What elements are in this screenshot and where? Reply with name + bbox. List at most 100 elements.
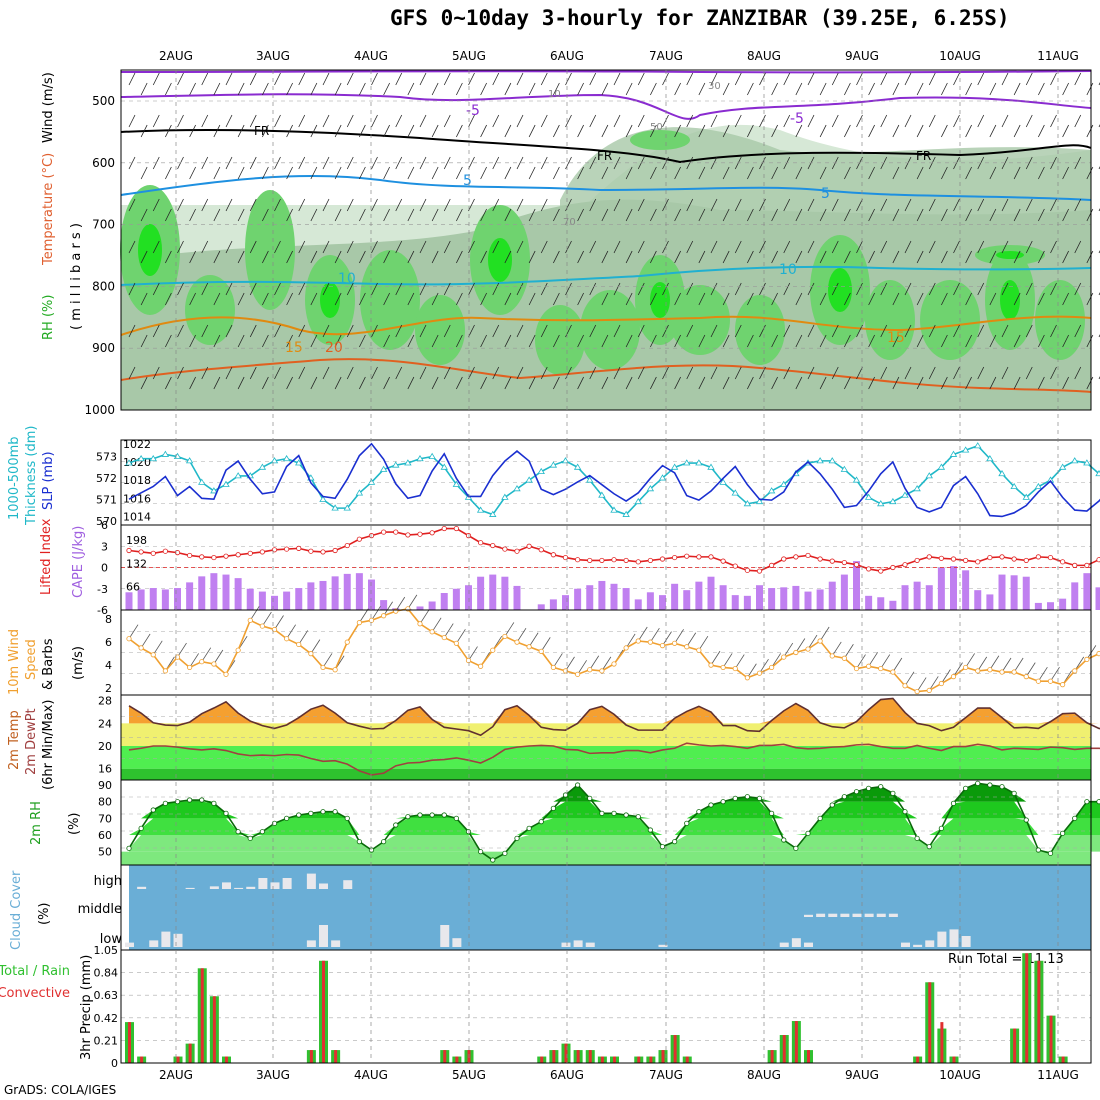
wind-barb bbox=[371, 156, 378, 170]
temp-label-fr: FR bbox=[597, 149, 612, 163]
thickness-series-point bbox=[379, 465, 388, 472]
rh-series-point bbox=[1047, 850, 1054, 856]
wind-barb bbox=[577, 208, 584, 222]
wind-barb bbox=[152, 282, 160, 296]
wind-barb bbox=[989, 250, 997, 264]
precip-convective-legend: Convective bbox=[0, 986, 70, 1001]
li-series-point bbox=[866, 566, 872, 572]
thickness-series-point bbox=[440, 463, 448, 470]
li-series-point bbox=[308, 548, 314, 554]
wind-speed-series-point bbox=[744, 675, 750, 681]
rh-series-point bbox=[199, 797, 205, 803]
rh-series-point bbox=[853, 789, 860, 795]
wind-barb bbox=[322, 72, 330, 86]
wind-barb bbox=[844, 166, 851, 180]
wind-barb bbox=[844, 644, 854, 659]
wind-barb bbox=[286, 292, 293, 306]
wind-barb bbox=[346, 324, 354, 338]
wind-barb bbox=[468, 324, 475, 338]
wind-barb bbox=[916, 82, 924, 96]
thickness-series-point bbox=[1095, 469, 1100, 477]
wind-barb bbox=[1025, 282, 1033, 296]
chart-title: GFS 0~10day 3-hourly for ZANZIBAR (39.25… bbox=[390, 6, 1010, 30]
wind-barb bbox=[880, 240, 888, 254]
wind-barb bbox=[189, 82, 196, 96]
rh-series-point bbox=[720, 799, 726, 805]
wind-barb bbox=[977, 366, 985, 380]
cape-bar bbox=[998, 574, 1006, 610]
wind-barb bbox=[322, 366, 330, 380]
wind-barb bbox=[734, 240, 742, 254]
li-series-point bbox=[405, 532, 411, 538]
cape-bar bbox=[586, 585, 594, 610]
wind-barb bbox=[1013, 334, 1021, 348]
wind-barb bbox=[383, 166, 390, 180]
temp-label-5: 5 bbox=[821, 186, 830, 202]
li-series-point bbox=[817, 556, 823, 562]
temp-label-minus5: -5 bbox=[466, 103, 480, 119]
wind-barb bbox=[977, 240, 985, 254]
wind-speed-series-point bbox=[211, 661, 217, 667]
wind-speed-series-point bbox=[502, 633, 508, 640]
precip-convective-bar bbox=[564, 1043, 568, 1063]
precip-convective-bar bbox=[928, 982, 932, 1063]
rh-series-point bbox=[284, 815, 290, 821]
wind-barb bbox=[310, 124, 318, 138]
wind-speed-series-point bbox=[696, 647, 702, 653]
wind-barb bbox=[698, 208, 706, 222]
thickness-series-point bbox=[719, 478, 727, 485]
wind-barb bbox=[977, 72, 985, 86]
cloud-bar bbox=[864, 913, 874, 917]
wind-barb bbox=[795, 376, 803, 390]
rh-series-point bbox=[271, 820, 278, 826]
cloud-bar bbox=[791, 938, 801, 947]
cape-bar bbox=[222, 574, 230, 610]
thickness-series-point bbox=[816, 457, 824, 464]
li-series-point bbox=[138, 549, 144, 555]
rh-series-point bbox=[756, 795, 763, 801]
wind-barb bbox=[662, 631, 672, 646]
thickness-tick-label: 572 bbox=[96, 472, 117, 485]
wind-barb bbox=[771, 292, 778, 306]
wind-barb bbox=[965, 250, 972, 264]
thickness-series-point bbox=[234, 472, 242, 479]
wind-barb bbox=[237, 292, 245, 306]
thickness-series-point bbox=[949, 450, 958, 457]
li-series-point bbox=[174, 550, 181, 556]
wind-barb bbox=[419, 324, 427, 338]
wind-barb bbox=[795, 124, 803, 138]
wind-barb bbox=[904, 240, 912, 254]
li-series-point bbox=[902, 562, 908, 568]
wind-barb bbox=[298, 114, 306, 128]
wind-barb bbox=[686, 282, 694, 296]
thickness-series-point bbox=[222, 480, 230, 487]
wind-barb bbox=[698, 82, 706, 96]
li-series-point bbox=[950, 556, 957, 562]
li-series-point bbox=[126, 547, 132, 554]
thickness-series-point bbox=[416, 454, 424, 462]
wind-barb bbox=[856, 240, 863, 254]
cape-bar bbox=[610, 583, 618, 610]
thickness-series-point bbox=[537, 467, 545, 475]
wind-barb bbox=[480, 82, 487, 96]
wind-barb bbox=[759, 114, 766, 128]
wind-barb bbox=[443, 156, 451, 170]
wind-barb bbox=[613, 114, 621, 128]
wind-barb bbox=[1062, 334, 1069, 348]
cloud-bar bbox=[779, 942, 789, 947]
wind-barb bbox=[686, 240, 694, 254]
rh-band bbox=[121, 851, 1091, 865]
cape-bar bbox=[258, 591, 266, 610]
wind-barb bbox=[504, 292, 512, 306]
wind-barb bbox=[419, 366, 427, 380]
cape-bar bbox=[355, 573, 363, 610]
wind-speed-series-point bbox=[987, 667, 993, 673]
wind-barb bbox=[286, 250, 293, 264]
cloud-units-label: (%) bbox=[37, 903, 52, 926]
wind-barb bbox=[274, 615, 284, 630]
wind-barb bbox=[650, 166, 657, 180]
cape-bar bbox=[853, 561, 860, 610]
li-series-point bbox=[429, 530, 435, 536]
rh-series-point bbox=[465, 829, 472, 835]
cloud-bar bbox=[185, 887, 195, 889]
